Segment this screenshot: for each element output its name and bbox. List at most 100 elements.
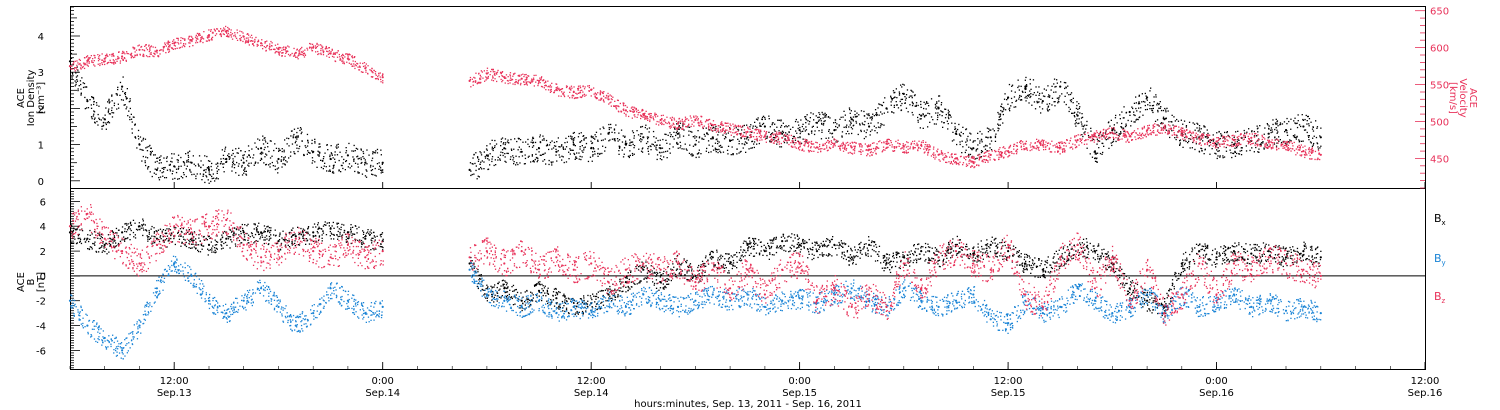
ion-density-sample [667,134,669,136]
velocity-point [190,39,193,42]
velocity-sample [165,45,167,47]
velocity-sample [1001,152,1003,154]
ion-density-sample [797,121,799,123]
ion-density-sample [485,148,488,150]
ion-density-sample [134,124,136,126]
velocity-series [68,25,1322,169]
velocity-sample [666,122,668,125]
ion-density-sample [582,135,584,137]
ion-density-sample [189,170,191,172]
ion-density-sample [947,109,949,111]
ion-density-point [503,147,506,150]
ion-density-sample [917,119,919,121]
velocity-sample [956,162,958,165]
velocity-sample [178,47,181,49]
velocity-sample [763,130,766,132]
velocity-sample [797,148,800,150]
ion-density-sample [307,140,309,142]
velocity-sample [809,141,811,143]
ion-density-sample [584,146,586,148]
ion-density-sample [714,127,716,129]
velocity-sample [304,49,306,51]
velocity-sample [917,147,920,149]
ion-density-sample [962,133,964,135]
ion-density-sample [527,138,529,141]
ion-density-sample [180,156,182,159]
ion-density-sample [225,161,227,163]
ion-density-sample [165,157,168,159]
velocity-sample [869,152,872,154]
velocity-sample [1003,156,1005,158]
ion-density-sample [335,146,337,148]
ion-density-sample [296,144,298,146]
ion-density-point [590,147,593,150]
ion-density-sample [1238,139,1240,141]
ion-density-sample [545,163,547,165]
ion-density-sample [968,154,970,157]
ion-density-sample [75,76,78,78]
velocity-sample [665,122,667,124]
ion-density-sample [1013,96,1016,98]
ion-density-sample [1017,86,1019,89]
velocity-sample [788,143,790,146]
velocity-sample [492,80,495,82]
ion-density-sample [952,131,954,133]
ion-density-sample [977,132,979,134]
velocity-sample [890,140,892,142]
ion-density-sample [208,173,211,176]
ion-density-sample [855,120,857,123]
ion-density-sample [1038,98,1040,100]
ion-density-sample [1065,103,1067,106]
ion-density-sample [608,127,610,129]
velocity-sample [85,56,88,58]
velocity-sample [348,59,350,61]
ion-density-sample [278,149,280,151]
velocity-sample [910,143,912,146]
velocity-point [763,135,767,138]
ion-density-sample [159,170,161,172]
ion-density-sample [193,163,195,165]
velocity-sample [950,154,952,156]
velocity-sample [93,64,95,66]
velocity-sample [794,146,796,148]
ion-density-sample [833,139,835,141]
ion-density-sample [1218,131,1220,133]
ion-density-sample [225,161,228,163]
ion-density-sample [1081,116,1084,118]
density-tick-label: 3 [38,68,44,79]
ion-density-sample [200,166,202,169]
ion-density-sample [1026,97,1028,99]
ion-density-sample [597,152,599,155]
velocity-sample [133,48,135,50]
velocity-sample [648,113,650,115]
ion-density-sample [333,166,335,168]
velocity-sample [684,116,687,118]
ion-density-sample [1297,120,1299,122]
velocity-sample [725,129,727,131]
ion-density-sample [641,148,643,150]
ion-density-sample [904,96,906,98]
ion-density-sample [876,132,878,134]
ion-density-sample [170,160,172,163]
ion-density-sample [647,141,649,143]
velocity-sample [957,159,959,161]
ion-density-sample [661,147,664,149]
ion-density-sample [1022,91,1024,93]
ion-density-sample [1119,133,1121,135]
ion-density-sample [141,149,143,151]
ion-density-sample [299,127,302,129]
velocity-sample [775,139,777,142]
ion-density-sample [860,130,862,133]
ion-density-sample [111,94,113,96]
velocity-sample [971,165,974,167]
ion-density-sample [1286,123,1288,125]
ion-density-sample [487,168,490,170]
ion-density-sample [255,146,257,148]
velocity-sample [981,159,984,161]
ion-density-sample [822,117,824,119]
ion-density-sample [976,157,978,159]
ion-density-sample [622,156,625,158]
ion-density-sample [1297,114,1299,116]
velocity-sample [924,146,926,148]
velocity-sample [815,141,817,143]
